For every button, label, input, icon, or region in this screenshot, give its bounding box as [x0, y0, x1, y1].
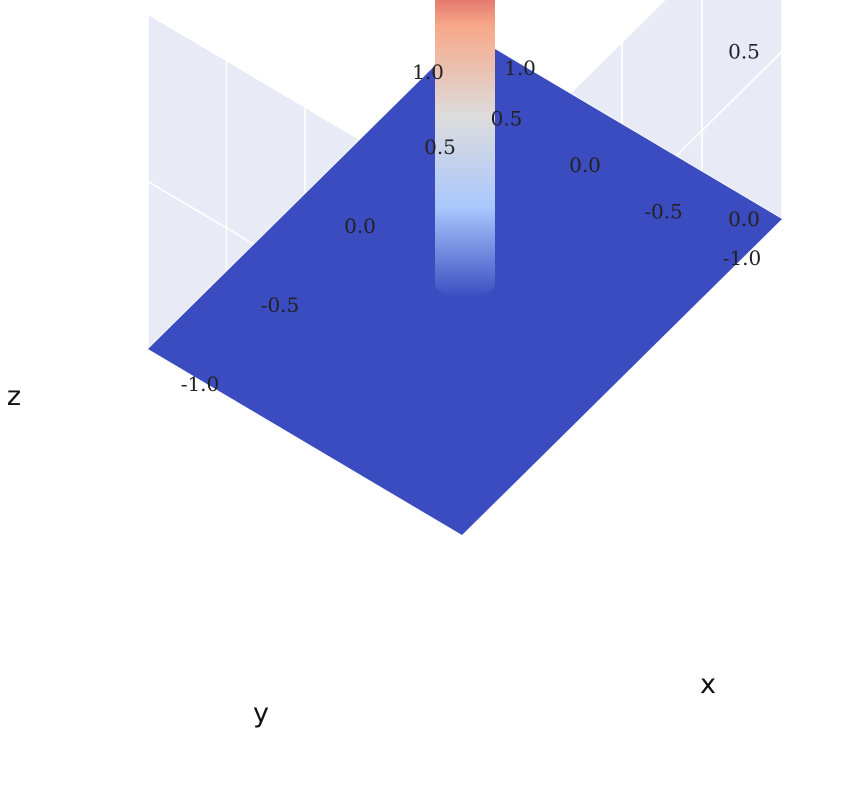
y-tick-label-3: 0.5: [491, 107, 523, 131]
z-tick-labels: 0.00.51.0: [728, 40, 760, 232]
x-tick-label-0: -1.0: [181, 372, 220, 396]
y-tick-label-4: 1.0: [412, 60, 444, 84]
surface-peak: [435, 0, 495, 298]
x-tick-labels: -1.0 -0.5 0.0 0.5 1.0: [181, 56, 536, 396]
x-tick-label-4: 1.0: [504, 56, 536, 80]
x-tick-label-2: 0.0: [344, 214, 376, 238]
y-tick-label-1: -0.5: [644, 200, 683, 224]
y-tick-labels: -1.0 -0.5 0.0 0.5 1.0: [412, 60, 761, 270]
x-tick-label-3: 0.5: [424, 135, 456, 159]
z-axis-label: z: [7, 381, 21, 412]
y-axis-label: y: [253, 698, 269, 729]
x-tick-label-1: -0.5: [261, 293, 300, 317]
peak-column: [435, 0, 495, 298]
x-axis-label: x: [700, 669, 716, 700]
y-tick-label-2: 0.0: [569, 153, 601, 177]
z-tick-label-1: 0.5: [728, 40, 760, 64]
z-tick-label-0: 0.0: [728, 207, 760, 231]
y-tick-label-0: -1.0: [723, 246, 762, 270]
